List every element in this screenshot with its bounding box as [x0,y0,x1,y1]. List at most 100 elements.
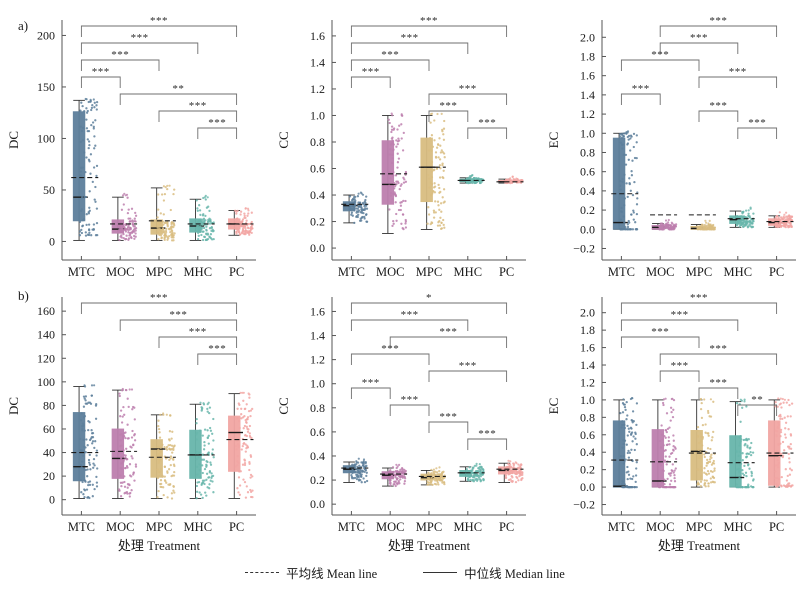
chart-b-ec: −0.2 0.0 0.2 0.4 0.6 0.8 1.0 1.2 1.4 1.6 1.8 2.0 EC M… [546,292,796,553]
svg-text:***: *** [381,343,399,355]
svg-text:1.8: 1.8 [580,49,595,63]
figure-legend: 平均线 Mean line 中位线 Median line [0,563,810,582]
svg-text:1.4: 1.4 [310,55,325,69]
svg-text:***: *** [459,360,477,372]
svg-text:***: *** [92,66,110,78]
panel-b-dc: 0 20 40 60 80 100 120 140 160 DC MTC MOC MPC MHC PC 处理 … [0,285,270,563]
legend-item-median: 中位线 Median line [423,563,565,582]
svg-text:***: *** [420,15,438,27]
svg-text:处理 Treatment: 处理 Treatment [658,538,741,553]
svg-text:MTC: MTC [608,520,635,534]
chart-b-cc: 0.0 0.2 0.4 0.6 0.8 1.0 1.2 1.4 1.6 CC MTC MOC MPC MH… [276,292,526,553]
svg-text:**: ** [751,394,763,406]
svg-text:100: 100 [37,375,55,389]
svg-text:1.6: 1.6 [580,69,595,83]
svg-text:140: 140 [37,328,55,342]
chart-a-ec: −0.2 0.0 0.2 0.4 0.6 0.8 1.0 1.2 1.4 1.6 1.8 2.0 EC M… [546,15,796,279]
svg-text:MPC: MPC [416,520,442,534]
svg-text:***: *** [439,326,457,338]
svg-text:***: *** [671,360,689,372]
panel-a-dc: 0 50 100 150 200 DC MTC MOC MPC MHC PC *** *** *** ***… [0,8,270,290]
svg-text:50: 50 [43,183,55,197]
svg-text:1.6: 1.6 [310,304,325,318]
svg-text:MHC: MHC [724,520,752,534]
svg-text:DC: DC [6,131,21,149]
svg-text:MTC: MTC [338,520,365,534]
svg-text:MTC: MTC [338,265,365,279]
svg-text:***: *** [150,292,168,304]
svg-text:MHC: MHC [184,520,212,534]
svg-text:0.4: 0.4 [310,449,325,463]
svg-text:0.8: 0.8 [310,135,325,149]
svg-text:1.4: 1.4 [580,88,595,102]
svg-text:MTC: MTC [68,520,95,534]
svg-text:1.0: 1.0 [580,393,595,407]
legend-label-median: 中位线 Median line [464,567,565,581]
svg-text:1.0: 1.0 [310,108,325,122]
svg-text:0.6: 0.6 [310,162,325,176]
svg-text:***: *** [632,83,650,95]
svg-text:***: *** [729,66,747,78]
svg-text:0.2: 0.2 [310,215,325,229]
legend-label-mean: 平均线 Mean line [286,567,378,581]
chart-a-cc: 0.0 0.2 0.4 0.6 0.8 1.0 1.2 1.4 1.6 CC MTC MOC MPC MH… [276,15,526,279]
svg-text:0.6: 0.6 [580,428,595,442]
svg-text:***: *** [459,83,477,95]
svg-text:1.8: 1.8 [580,323,595,337]
svg-text:0.0: 0.0 [580,480,595,494]
svg-text:***: *** [150,15,168,27]
svg-text:20: 20 [43,469,55,483]
svg-text:***: *** [671,309,689,321]
svg-text:40: 40 [43,446,55,460]
svg-text:*: * [426,292,432,304]
svg-text:150: 150 [37,80,55,94]
svg-text:0.4: 0.4 [580,184,595,198]
svg-text:PC: PC [769,265,784,279]
svg-text:1.4: 1.4 [310,329,325,343]
svg-text:MPC: MPC [416,265,442,279]
svg-text:***: *** [748,117,766,129]
svg-text:处理 Treatment: 处理 Treatment [118,538,201,553]
svg-text:1.0: 1.0 [580,126,595,140]
svg-text:0.6: 0.6 [310,425,325,439]
svg-text:1.6: 1.6 [310,29,325,43]
svg-text:MPC: MPC [146,520,172,534]
legend-item-mean: 平均线 Mean line [245,563,377,582]
svg-text:0.8: 0.8 [580,410,595,424]
svg-text:***: *** [381,49,399,61]
panel-letter-a: a) [18,18,29,33]
svg-text:1.2: 1.2 [580,107,595,121]
mean-line-swatch [245,572,280,573]
panel-letter-b: b) [18,288,29,303]
svg-text:−0.2: −0.2 [573,498,595,512]
svg-text:***: *** [709,343,727,355]
svg-text:***: *** [709,100,727,112]
svg-text:***: *** [401,309,419,321]
svg-text:***: *** [690,32,708,44]
svg-text:EC: EC [546,132,561,149]
svg-text:MHC: MHC [454,265,482,279]
svg-text:1.0: 1.0 [310,377,325,391]
svg-text:***: *** [690,292,708,304]
svg-text:1.2: 1.2 [310,353,325,367]
svg-text:DC: DC [6,397,21,415]
svg-text:2.0: 2.0 [580,306,595,320]
svg-text:PC: PC [499,265,514,279]
svg-text:***: *** [189,100,207,112]
svg-text:***: *** [651,49,669,61]
svg-text:0.8: 0.8 [310,401,325,415]
svg-text:0.2: 0.2 [310,473,325,487]
median-line-swatch [423,572,458,573]
svg-text:MOC: MOC [106,520,134,534]
svg-text:CC: CC [276,397,291,414]
svg-text:80: 80 [43,398,55,412]
svg-text:MPC: MPC [686,520,712,534]
svg-text:PC: PC [499,520,514,534]
svg-text:***: *** [208,343,226,355]
panel-b-ec: −0.2 0.0 0.2 0.4 0.6 0.8 1.0 1.2 1.4 1.6 1.8 2.0 EC M… [540,285,810,563]
svg-text:MOC: MOC [106,265,134,279]
svg-text:MOC: MOC [646,520,674,534]
svg-text:MOC: MOC [376,520,404,534]
svg-text:0.4: 0.4 [310,188,325,202]
